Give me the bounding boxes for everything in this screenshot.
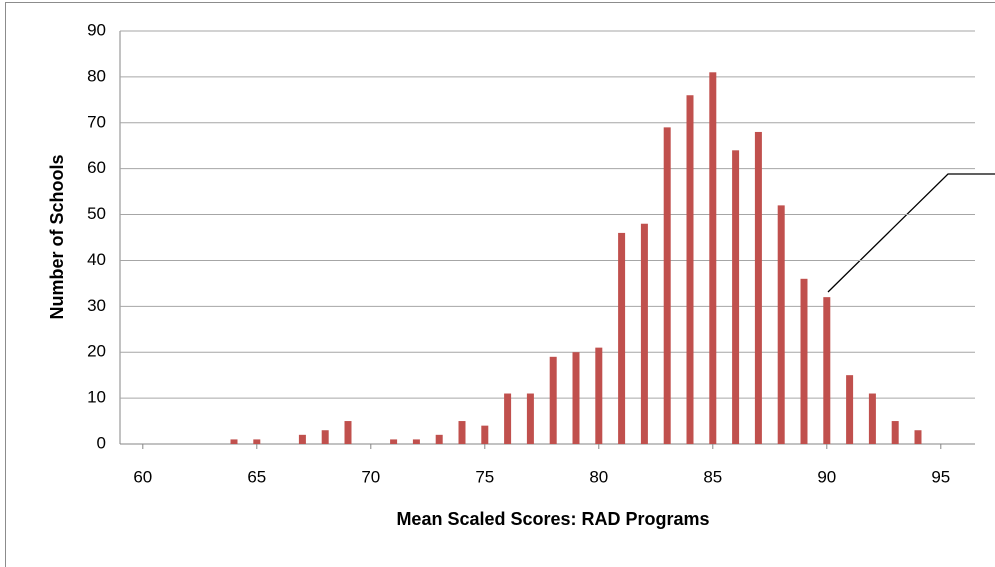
bar <box>732 150 740 445</box>
chart-frame <box>5 2 995 567</box>
bar <box>321 430 329 444</box>
y-tick-label: 10 <box>87 388 106 407</box>
y-tick-label: 90 <box>87 20 106 39</box>
x-tick-label: 80 <box>589 467 608 486</box>
x-tick-label: 70 <box>361 467 380 486</box>
x-tick-label: 95 <box>931 467 950 486</box>
x-tick-label: 60 <box>133 467 152 486</box>
bar <box>868 393 876 444</box>
bar <box>526 393 534 444</box>
bar <box>298 434 306 444</box>
bar <box>800 278 808 444</box>
bar <box>663 127 671 444</box>
bar <box>572 352 580 444</box>
bar <box>846 375 854 444</box>
y-axis-title: Number of Schools <box>47 154 67 319</box>
bar <box>823 297 831 444</box>
bar <box>344 421 352 444</box>
bar <box>390 439 398 444</box>
bar <box>686 95 694 444</box>
bar <box>640 223 648 444</box>
bar <box>435 434 443 444</box>
callout-leader <box>827 173 995 293</box>
bar <box>549 356 557 444</box>
bar <box>595 347 603 444</box>
bar <box>754 131 762 444</box>
bar <box>230 439 238 444</box>
bar <box>777 205 785 444</box>
y-tick-label: 80 <box>87 66 106 85</box>
bar <box>504 393 512 444</box>
y-tick-label: 40 <box>87 250 106 269</box>
y-tick-label: 50 <box>87 204 106 223</box>
bar <box>481 425 489 444</box>
x-tick-label: 65 <box>247 467 266 486</box>
y-tick-label: 20 <box>87 342 106 361</box>
y-tick-label: 0 <box>97 433 106 452</box>
bar <box>891 421 899 444</box>
x-axis-title: Mean Scaled Scores: RAD Programs <box>396 509 709 529</box>
bar <box>412 439 420 444</box>
bar <box>253 439 261 444</box>
bar <box>618 232 626 444</box>
y-tick-label: 70 <box>87 112 106 131</box>
x-tick-label: 85 <box>703 467 722 486</box>
bar <box>458 421 466 444</box>
bar <box>709 72 717 445</box>
x-tick-label: 75 <box>475 467 494 486</box>
x-tick-label: 90 <box>817 467 836 486</box>
y-tick-label: 30 <box>87 296 106 315</box>
bar <box>914 430 922 444</box>
y-tick-label: 60 <box>87 158 106 177</box>
